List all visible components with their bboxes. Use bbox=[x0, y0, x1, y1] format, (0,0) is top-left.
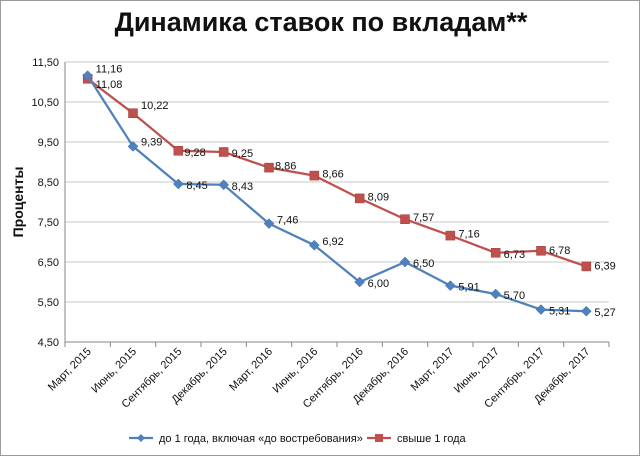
legend-label-short-term: до 1 года, включая «до востребования» bbox=[159, 433, 363, 445]
data-label-short-term: 5,31 bbox=[549, 306, 570, 318]
data-point-long-term bbox=[490, 248, 501, 258]
data-point-short-term bbox=[399, 256, 411, 268]
x-tick-label: Март, 2015 bbox=[46, 346, 94, 394]
data-point-short-term bbox=[580, 305, 592, 317]
data-label-short-term: 7,46 bbox=[277, 215, 298, 227]
data-label-short-term: 5,91 bbox=[458, 282, 479, 294]
data-label-short-term: 5,70 bbox=[504, 290, 525, 302]
data-label-long-term: 11,08 bbox=[96, 79, 123, 91]
data-label-long-term: 6,39 bbox=[594, 260, 615, 272]
data-point-long-term bbox=[128, 108, 138, 118]
data-point-long-term bbox=[354, 193, 365, 204]
legend-marker-long-term bbox=[375, 434, 383, 442]
x-tick-label: Июнь, 2016 bbox=[271, 346, 321, 396]
data-label-short-term: 6,00 bbox=[368, 278, 389, 290]
data-label-short-term: 8,45 bbox=[186, 180, 207, 192]
data-label-short-term: 8,43 bbox=[232, 181, 253, 193]
data-point-long-term bbox=[264, 162, 274, 173]
data-point-short-term bbox=[444, 280, 456, 291]
data-label-short-term: 5,27 bbox=[594, 307, 615, 319]
data-label-short-term: 11,16 bbox=[96, 64, 123, 76]
x-tick-label: Март, 2017 bbox=[409, 346, 457, 394]
data-point-long-term bbox=[581, 261, 592, 272]
chart-title: Динамика ставок по вкладам** bbox=[114, 7, 528, 37]
x-tick-label: Март, 2016 bbox=[227, 346, 275, 394]
data-label-long-term: 7,57 bbox=[413, 212, 434, 224]
data-point-short-term bbox=[263, 218, 275, 229]
data-point-long-term bbox=[400, 214, 410, 224]
y-tick-label: 11,50 bbox=[32, 57, 59, 69]
y-tick-label: 9,50 bbox=[38, 137, 59, 149]
data-point-short-term bbox=[127, 141, 139, 152]
data-label-long-term: 6,73 bbox=[504, 249, 525, 261]
x-tick-label: Июнь, 2017 bbox=[452, 346, 502, 396]
data-label-short-term: 6,50 bbox=[413, 258, 434, 270]
data-label-long-term: 9,28 bbox=[184, 147, 205, 159]
data-point-short-term bbox=[172, 178, 184, 190]
data-point-short-term bbox=[490, 288, 502, 300]
data-point-short-term bbox=[354, 276, 366, 288]
series-long-term-line bbox=[86, 77, 587, 268]
y-tick-label: 5,50 bbox=[38, 297, 59, 309]
y-tick-label: 4,50 bbox=[38, 337, 59, 349]
data-point-long-term bbox=[173, 146, 184, 156]
data-label-long-term: 10,22 bbox=[141, 100, 169, 112]
y-tick-label: 6,50 bbox=[38, 257, 59, 269]
y-axis-label: Проценты bbox=[10, 167, 26, 238]
data-label-long-term: 8,09 bbox=[368, 191, 389, 203]
data-label-long-term: 7,16 bbox=[458, 229, 479, 241]
data-label-long-term: 8,86 bbox=[275, 161, 296, 173]
x-tick-label: Июнь, 2015 bbox=[89, 346, 139, 396]
legend-label-long-term: свыше 1 года bbox=[397, 433, 466, 445]
data-point-long-term bbox=[218, 147, 229, 157]
data-label-short-term: 9,39 bbox=[141, 136, 162, 148]
data-point-long-term bbox=[309, 170, 320, 181]
data-point-short-term bbox=[535, 304, 547, 315]
y-tick-label: 10,50 bbox=[31, 97, 59, 109]
y-tick-label: 7,50 bbox=[38, 217, 59, 229]
series-short-term-line bbox=[86, 74, 587, 313]
data-label-short-term: 6,92 bbox=[322, 236, 343, 248]
data-label-long-term: 9,25 bbox=[232, 148, 253, 160]
data-point-long-term bbox=[536, 246, 546, 256]
data-point-short-term bbox=[82, 70, 94, 81]
data-label-long-term: 8,66 bbox=[322, 169, 343, 181]
data-label-long-term: 6,78 bbox=[549, 245, 570, 257]
y-tick-label: 8,50 bbox=[38, 177, 59, 189]
legend-marker-short-term bbox=[137, 434, 145, 442]
data-point-short-term bbox=[218, 179, 230, 191]
data-point-long-term bbox=[445, 230, 456, 241]
data-point-short-term bbox=[308, 239, 320, 251]
